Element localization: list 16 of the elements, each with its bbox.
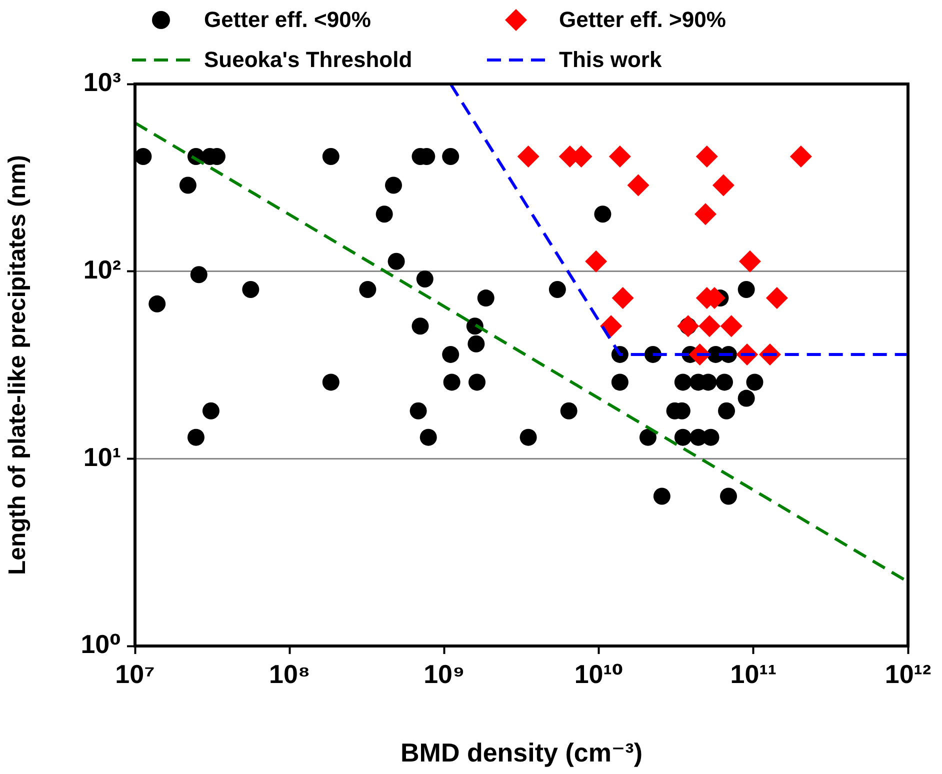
y-axis-title: Length of plate-like precipitates (nm)	[4, 154, 32, 576]
y-tick-label: 10³	[83, 67, 122, 98]
y-tick-label: 10⁰	[80, 629, 121, 660]
x-tick-label: 10¹⁰	[574, 658, 624, 689]
x-tick-label: 10⁷	[115, 658, 155, 689]
legend-label: Getter eff. <90%	[204, 7, 371, 33]
x-tick-label: 10⁸	[268, 658, 310, 689]
y-tick-label: 10²	[83, 254, 122, 285]
y-tick-label: 10¹	[83, 442, 121, 472]
x-tick-label: 10¹¹	[730, 658, 777, 689]
x-tick-label: 10¹²	[884, 658, 932, 689]
x-axis-title: BMD density (cm⁻³)	[400, 738, 642, 768]
legend-label: Getter eff. >90%	[559, 7, 726, 33]
legend-label: This work	[559, 47, 662, 73]
x-tick-label: 10⁹	[424, 658, 465, 689]
legend-label: Sueoka's Threshold	[204, 47, 412, 73]
